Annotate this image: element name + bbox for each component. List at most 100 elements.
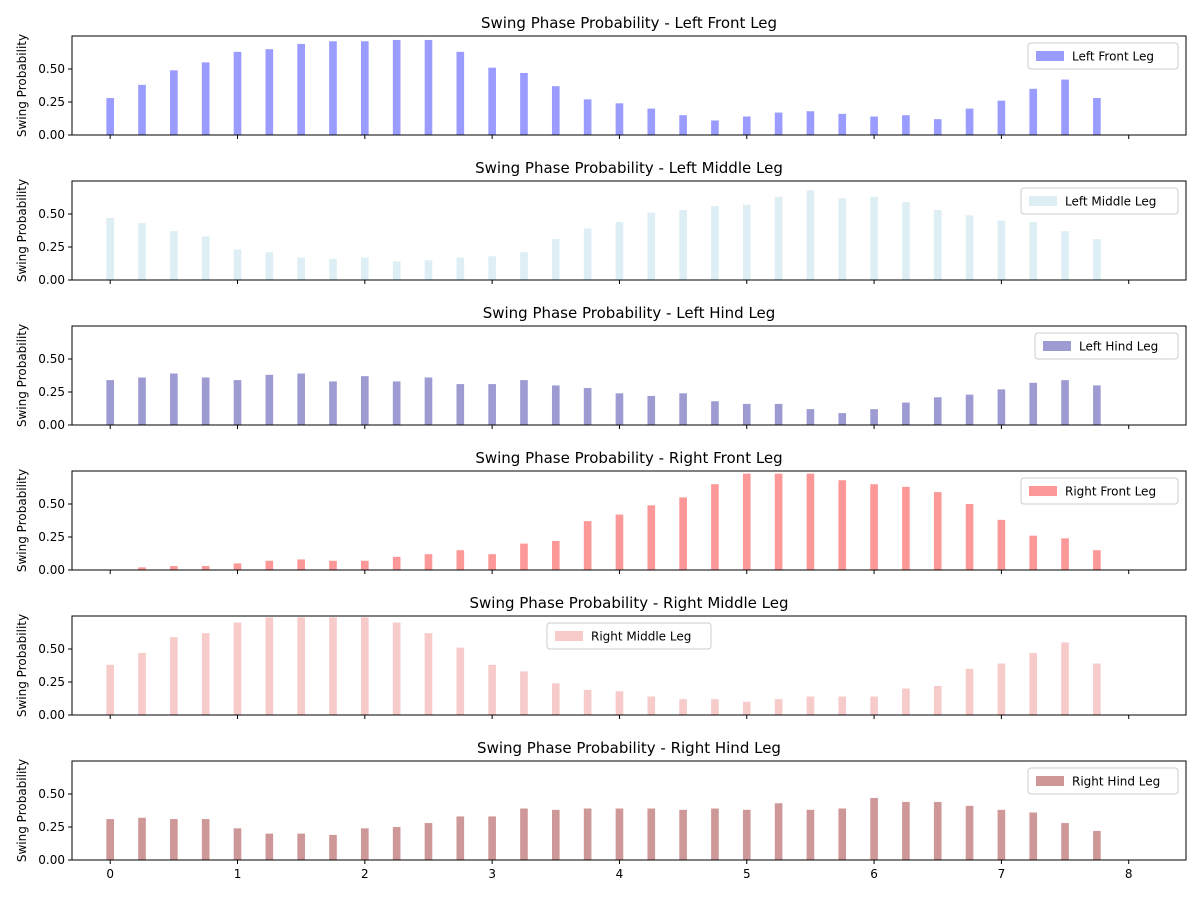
bar xyxy=(488,554,496,570)
bar xyxy=(551,385,560,425)
y-axis-label: Swing Probability xyxy=(15,34,29,137)
bar xyxy=(456,816,465,860)
y-tick-label: 0.25 xyxy=(38,530,65,544)
bar xyxy=(1093,239,1101,280)
bar xyxy=(742,701,751,715)
bar xyxy=(838,696,847,715)
bar xyxy=(1029,382,1038,425)
axes-frame xyxy=(71,325,1187,426)
bar xyxy=(615,691,624,715)
bar xyxy=(774,196,783,280)
bar xyxy=(520,543,528,570)
subplot-6: Swing Phase Probability - Right Hind Leg… xyxy=(15,739,1187,881)
bar xyxy=(742,204,751,280)
bar xyxy=(361,560,369,570)
legend: Right Front Leg xyxy=(1020,477,1179,505)
bar xyxy=(711,808,719,860)
legend-label: Right Hind Leg xyxy=(1072,775,1160,789)
subplot-title: Swing Phase Probability - Left Middle Le… xyxy=(475,159,783,177)
bar xyxy=(583,808,592,860)
bar xyxy=(170,637,178,715)
bar xyxy=(997,809,1006,860)
axes-frame xyxy=(71,760,1187,861)
legend-swatch xyxy=(1029,196,1057,206)
bar xyxy=(361,376,369,425)
axes-frame xyxy=(71,180,1187,281)
bar xyxy=(424,823,433,860)
bar xyxy=(265,560,274,570)
x-tick-label: 1 xyxy=(234,867,242,881)
bar xyxy=(838,413,847,425)
bar xyxy=(201,377,210,425)
bar xyxy=(233,51,242,136)
legend-box xyxy=(546,622,712,650)
bar xyxy=(1061,642,1069,715)
bar xyxy=(711,699,719,715)
bar xyxy=(997,100,1006,135)
bar xyxy=(997,389,1006,425)
y-axis-label: Swing Probability xyxy=(15,759,29,862)
bar xyxy=(424,633,433,715)
bar xyxy=(201,633,210,715)
bar xyxy=(233,249,242,280)
bar xyxy=(520,808,528,860)
bar xyxy=(456,550,465,570)
y-axis-label: Swing Probability xyxy=(15,324,29,427)
bar xyxy=(265,833,274,860)
legend: Left Front Leg xyxy=(1027,42,1179,70)
y-tick-label: 0.25 xyxy=(38,240,65,254)
bar xyxy=(488,67,496,135)
bar xyxy=(711,401,719,425)
bar xyxy=(615,221,624,280)
bar xyxy=(806,409,815,425)
bar xyxy=(1061,538,1069,570)
x-tick-label: 7 xyxy=(998,867,1006,881)
legend: Right Hind Leg xyxy=(1027,767,1179,795)
bar xyxy=(138,84,146,135)
bar xyxy=(1029,812,1038,860)
y-tick-label: 0.00 xyxy=(38,128,65,142)
bar xyxy=(265,49,274,136)
bar xyxy=(138,377,146,425)
axes-frame xyxy=(71,470,1187,571)
bar xyxy=(997,519,1006,570)
legend-swatch xyxy=(1029,486,1057,496)
y-tick-label: 0.00 xyxy=(38,418,65,432)
bar xyxy=(774,403,783,425)
bar xyxy=(106,664,115,715)
bar xyxy=(138,652,146,715)
x-tick-label: 4 xyxy=(616,867,624,881)
bar xyxy=(933,492,942,570)
bar xyxy=(902,801,910,860)
x-tick-label: 3 xyxy=(488,867,496,881)
bar xyxy=(838,113,847,135)
subplot-5: Swing Phase Probability - Right Middle L… xyxy=(15,594,1187,722)
bar xyxy=(201,819,210,860)
y-tick-label: 0.50 xyxy=(38,497,65,511)
bar xyxy=(711,120,719,135)
bar xyxy=(965,805,974,860)
bar xyxy=(488,256,496,280)
bar xyxy=(424,39,433,135)
axes-frame xyxy=(71,35,1187,136)
bar xyxy=(870,797,878,860)
bar xyxy=(392,261,401,280)
bar xyxy=(933,397,942,425)
bar xyxy=(361,617,369,715)
bar xyxy=(933,119,942,135)
bar xyxy=(933,801,942,860)
bar xyxy=(329,381,337,425)
y-tick-label: 0.50 xyxy=(38,642,65,656)
bar xyxy=(265,252,274,280)
bar xyxy=(392,556,401,570)
bar xyxy=(806,696,815,715)
bar xyxy=(551,239,560,280)
bar xyxy=(361,257,369,280)
bar xyxy=(329,560,337,570)
bar xyxy=(997,220,1006,280)
legend-label: Right Middle Leg xyxy=(591,630,691,644)
bar xyxy=(806,190,815,280)
bar xyxy=(329,617,337,715)
bar xyxy=(615,103,624,135)
bar xyxy=(488,816,496,860)
